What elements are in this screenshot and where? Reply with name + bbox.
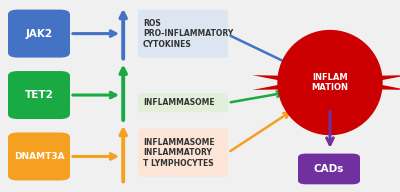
Polygon shape [298,91,325,100]
FancyBboxPatch shape [138,129,228,177]
FancyBboxPatch shape [298,154,360,184]
Ellipse shape [278,31,382,135]
FancyBboxPatch shape [8,71,70,119]
Polygon shape [298,65,325,74]
Text: INFLAMMASOME
INFLAMMATORY
T LYMPHOCYTES: INFLAMMASOME INFLAMMATORY T LYMPHOCYTES [143,138,214,168]
Polygon shape [335,65,362,74]
Polygon shape [252,75,294,81]
Text: INFLAM
MATION: INFLAM MATION [312,73,348,92]
Polygon shape [252,84,294,90]
FancyBboxPatch shape [138,10,228,58]
Polygon shape [366,75,400,81]
Text: JAK2: JAK2 [26,29,52,39]
Text: DNAMT3A: DNAMT3A [14,152,64,161]
Text: ROS
PRO-INFLAMMATORY
CYTOKINES: ROS PRO-INFLAMMATORY CYTOKINES [143,19,233,49]
Text: CADs: CADs [314,164,344,174]
Polygon shape [366,84,400,90]
Polygon shape [335,91,362,100]
Text: TET2: TET2 [24,90,54,100]
Text: INFLAMMASOME: INFLAMMASOME [143,98,214,107]
FancyBboxPatch shape [138,93,228,112]
FancyBboxPatch shape [8,10,70,58]
FancyBboxPatch shape [8,132,70,180]
